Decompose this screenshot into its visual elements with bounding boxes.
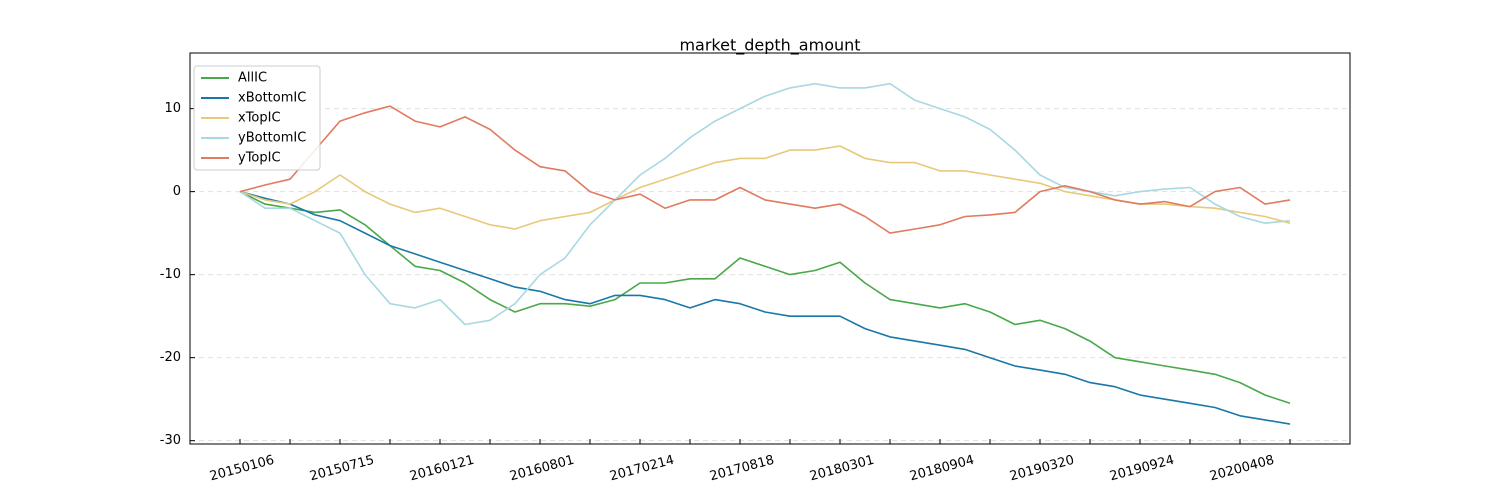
x-tick-label: 20160121 <box>408 453 476 485</box>
y-tick-label: 10 <box>164 101 181 116</box>
legend-box <box>193 65 321 171</box>
y-tick-label: 0 <box>173 184 181 199</box>
x-tick-label: 20190320 <box>1008 453 1076 485</box>
x-tick-label: 20190924 <box>1108 453 1176 485</box>
y-tick-label: -30 <box>160 433 181 448</box>
series-line <box>239 145 1291 230</box>
series-line <box>239 82 1291 326</box>
x-tick-label: 20170214 <box>608 453 676 485</box>
series-line <box>239 190 1291 425</box>
legend-label: yTopIC <box>238 151 281 166</box>
series-line <box>239 190 1291 405</box>
x-tick-label: 20180301 <box>808 453 876 485</box>
x-tick-label: 20150106 <box>208 453 276 485</box>
series-line <box>239 105 1291 234</box>
legend-label: yBottomIC <box>238 131 306 146</box>
chart-title: market_depth_amount <box>679 36 860 56</box>
x-tick-label: 20170818 <box>708 453 776 485</box>
x-tick-label: 20200408 <box>1208 453 1276 485</box>
y-tick-label: -20 <box>160 350 181 365</box>
x-tick-label: 20150715 <box>308 453 376 485</box>
legend-label: xBottomIC <box>238 91 306 106</box>
y-tick-label: -10 <box>160 267 181 282</box>
legend-label: AllIC <box>238 71 267 86</box>
legend-label: xTopIC <box>238 111 281 126</box>
x-tick-label: 20160801 <box>508 453 576 485</box>
x-tick-label: 20180904 <box>908 453 976 485</box>
plot-frame <box>189 52 1351 445</box>
